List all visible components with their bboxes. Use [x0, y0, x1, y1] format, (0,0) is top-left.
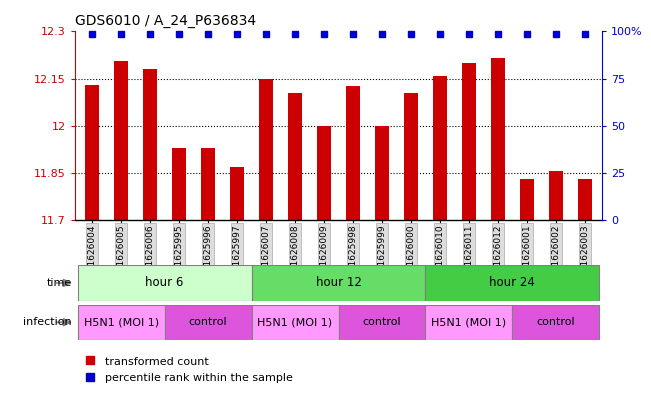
Text: hour 12: hour 12: [316, 276, 361, 290]
Bar: [512, 305, 600, 340]
Bar: [251, 305, 339, 340]
Text: control: control: [536, 317, 575, 327]
Bar: [426, 305, 512, 340]
Bar: [114, 61, 128, 220]
Bar: [375, 126, 389, 220]
Bar: [339, 305, 426, 340]
Bar: [77, 265, 251, 301]
Bar: [426, 265, 600, 301]
Bar: [577, 179, 592, 220]
Bar: [85, 85, 100, 220]
Text: H5N1 (MOI 1): H5N1 (MOI 1): [258, 317, 333, 327]
Bar: [549, 171, 563, 220]
Bar: [172, 148, 186, 220]
Text: hour 24: hour 24: [490, 276, 535, 290]
Text: infection: infection: [23, 317, 72, 327]
Text: H5N1 (MOI 1): H5N1 (MOI 1): [84, 317, 159, 327]
Bar: [77, 305, 165, 340]
Bar: [251, 265, 426, 301]
Bar: [259, 79, 273, 220]
Bar: [433, 76, 447, 220]
Bar: [288, 93, 302, 220]
Bar: [404, 93, 418, 220]
Text: control: control: [189, 317, 227, 327]
Bar: [519, 179, 534, 220]
Legend: transformed count, percentile rank within the sample: transformed count, percentile rank withi…: [81, 351, 298, 387]
Text: GDS6010 / A_24_P636834: GDS6010 / A_24_P636834: [75, 14, 256, 28]
Text: hour 6: hour 6: [145, 276, 184, 290]
Bar: [165, 305, 251, 340]
Text: control: control: [363, 317, 401, 327]
Bar: [317, 126, 331, 220]
Bar: [462, 63, 476, 220]
Text: H5N1 (MOI 1): H5N1 (MOI 1): [432, 317, 506, 327]
Bar: [201, 148, 215, 220]
Bar: [491, 58, 505, 220]
Bar: [143, 69, 158, 220]
Text: time: time: [46, 278, 72, 288]
Bar: [230, 167, 244, 220]
Bar: [346, 86, 360, 220]
